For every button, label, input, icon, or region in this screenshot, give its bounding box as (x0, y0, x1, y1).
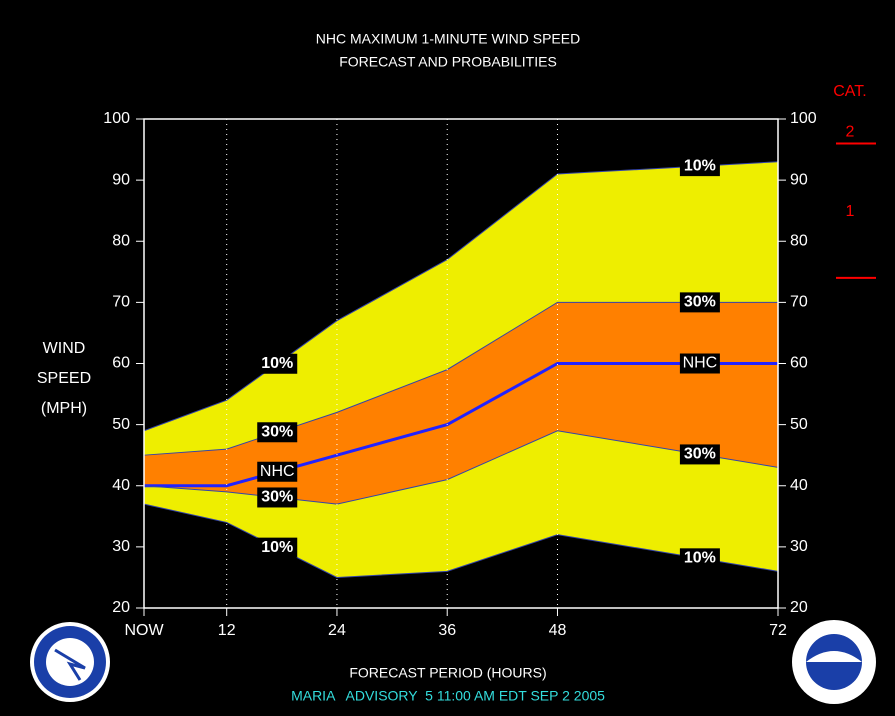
y2-tick-label: 60 (790, 355, 808, 372)
label-box (257, 461, 298, 482)
y2-tick-label: 40 (790, 477, 808, 494)
label-box (679, 292, 720, 313)
y2-tick-label: 80 (790, 232, 808, 249)
series-label: NHC (260, 463, 295, 480)
series-line (143, 301, 778, 456)
chart-title: NHC MAXIMUM 1-MINUTE WIND SPEED (316, 31, 580, 47)
y2-tick-label: 50 (790, 416, 808, 433)
series-label: 30% (261, 489, 293, 506)
series-label: 30% (684, 294, 716, 311)
series-label: 30% (261, 423, 293, 440)
noaa-logo (792, 620, 876, 704)
series-line (144, 362, 778, 488)
series-label: 30% (684, 446, 716, 463)
series-label: 10% (261, 539, 293, 556)
label-box (679, 353, 720, 374)
x-tick-label: 48 (549, 622, 567, 639)
category-label: 1 (846, 203, 855, 220)
y-axis-label: (MPH) (41, 400, 87, 417)
nws-logo (30, 622, 110, 702)
label-box (257, 487, 298, 508)
series-label: 10% (261, 355, 293, 372)
band-fill (144, 302, 778, 505)
category-title: CAT. (833, 83, 866, 100)
y-tick-label: 100 (103, 110, 130, 127)
y-tick-label: 90 (112, 171, 130, 188)
x-axis-label: FORECAST PERIOD (HOURS) (349, 665, 546, 681)
y-tick-label: 60 (112, 355, 130, 372)
label-box (257, 422, 298, 443)
x-tick-label: 72 (769, 622, 787, 639)
footer: MARIA ADVISORY 5 11:00 AM EDT SEP 2 2005 (291, 688, 605, 704)
chart-subtitle: FORECAST AND PROBABILITIES (339, 54, 557, 70)
x-tick-label: 12 (218, 622, 236, 639)
y-tick-label: 70 (112, 294, 130, 311)
x-tick-label: 24 (328, 622, 346, 639)
label-box (257, 353, 298, 374)
x-tick-label: NOW (124, 622, 164, 639)
category-label: 2 (846, 124, 855, 141)
y-axis-label: SPEED (37, 370, 91, 387)
y2-tick-label: 30 (790, 538, 808, 555)
y-tick-label: 20 (112, 599, 130, 616)
y-tick-label: 50 (112, 416, 130, 433)
series-label: 10% (684, 550, 716, 567)
label-box (679, 548, 720, 569)
series-label: 10% (684, 157, 716, 174)
plot-frame (143, 118, 779, 609)
y2-tick-label: 20 (790, 599, 808, 616)
series-line (143, 503, 779, 578)
y-tick-label: 30 (112, 538, 130, 555)
x-tick-label: 36 (438, 622, 456, 639)
label-box (257, 537, 298, 558)
y2-tick-label: 70 (790, 294, 808, 311)
y-tick-label: 40 (112, 477, 130, 494)
series-line (143, 161, 779, 432)
label-box (679, 156, 720, 177)
y2-tick-label: 90 (790, 171, 808, 188)
y-tick-label: 80 (112, 232, 130, 249)
series-line (143, 430, 779, 505)
y-axis-label: WIND (43, 340, 86, 357)
label-box (679, 444, 720, 465)
series-label: NHC (683, 355, 718, 372)
y2-tick-label: 100 (790, 110, 817, 127)
